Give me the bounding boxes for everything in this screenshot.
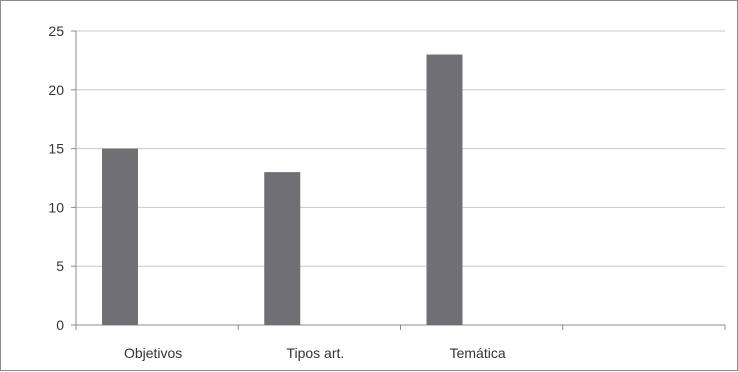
y-tick-label: 20 bbox=[48, 82, 64, 98]
bar bbox=[426, 54, 463, 326]
y-tick-label: 15 bbox=[48, 141, 64, 157]
y-tick-label: 5 bbox=[56, 258, 64, 274]
y-tick-label: 0 bbox=[56, 317, 64, 333]
x-category-label: Objetivos bbox=[124, 345, 182, 361]
y-tick-label: 25 bbox=[48, 23, 64, 39]
bar bbox=[264, 172, 301, 325]
y-tick-label: 10 bbox=[48, 199, 64, 215]
x-category-label: Temática bbox=[450, 345, 506, 361]
x-category-label: Tipos art. bbox=[286, 345, 344, 361]
bar bbox=[102, 148, 138, 325]
